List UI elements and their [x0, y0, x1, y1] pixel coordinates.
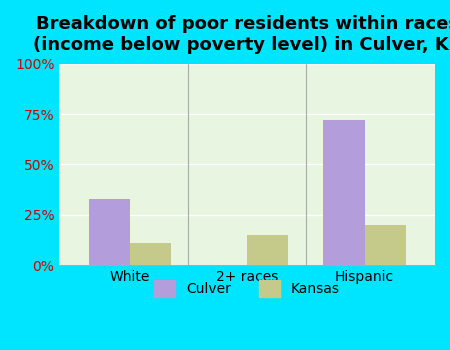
Legend: Culver, Kansas: Culver, Kansas — [149, 274, 346, 302]
Bar — [247, 235, 288, 265]
Bar — [130, 243, 171, 265]
Title: Breakdown of poor residents within races
(income below poverty level) in Culver,: Breakdown of poor residents within races… — [33, 15, 450, 54]
Bar — [364, 225, 405, 265]
Bar — [89, 199, 130, 265]
Bar — [324, 120, 365, 265]
